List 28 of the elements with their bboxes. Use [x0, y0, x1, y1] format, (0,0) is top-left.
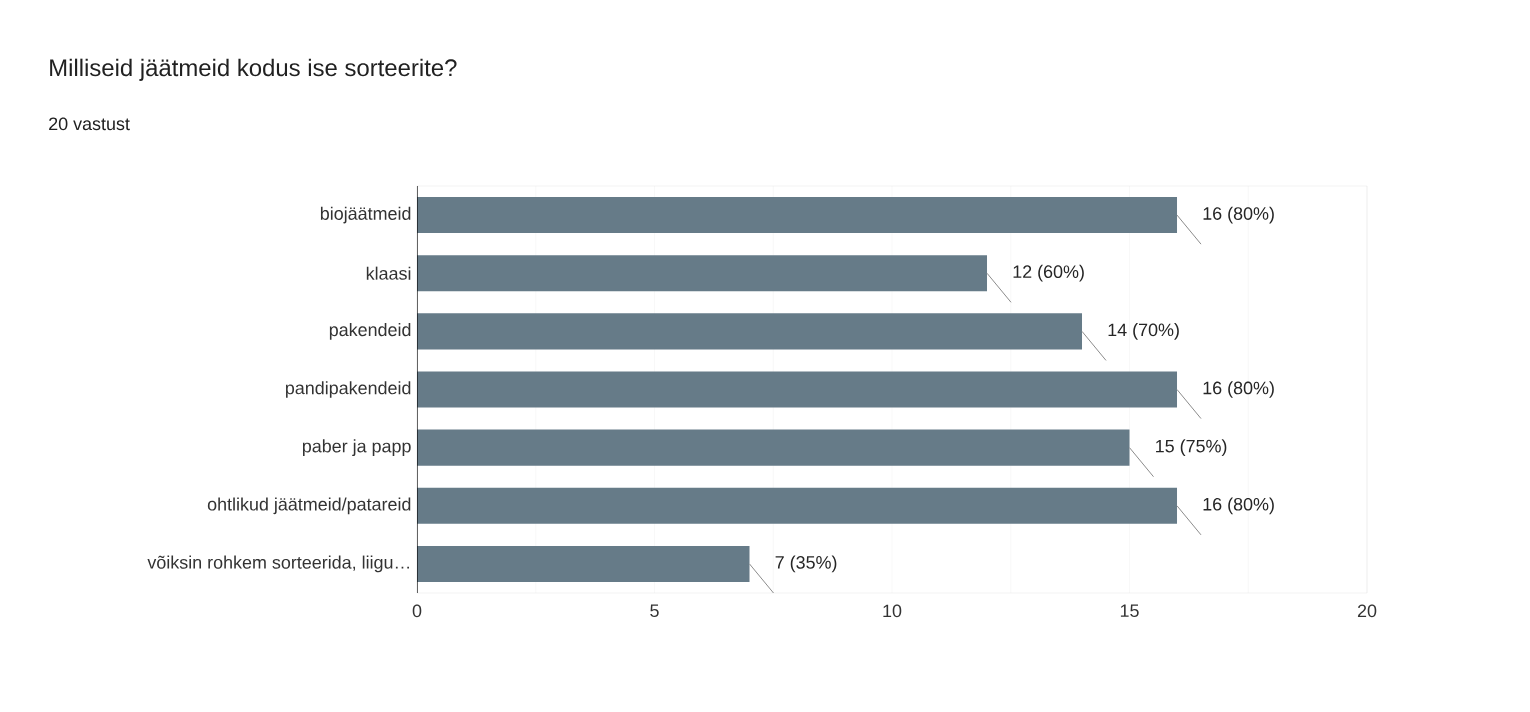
y-tick-label: klaasi: [366, 266, 411, 280]
data-label: 16 (80%): [1203, 497, 1274, 515]
bar: [417, 313, 1083, 350]
y-tick-label: paber ja papp: [302, 439, 411, 456]
x-tick-label: 10: [883, 604, 902, 618]
bar: [417, 487, 1178, 524]
y-tick-label: biojäätmeid: [320, 206, 411, 224]
bar: [417, 371, 1178, 408]
y-tick-label: pakendeid: [329, 323, 411, 340]
data-label: 16 (80%): [1203, 206, 1274, 224]
data-label: 16 (80%): [1203, 381, 1274, 398]
y-tick-label: ohtlikud jäätmeid/patareid: [207, 497, 411, 515]
bar: [417, 197, 1178, 234]
bar: [417, 255, 988, 292]
x-tick-label: 20: [1357, 604, 1377, 618]
x-tick-label: 15: [1120, 604, 1139, 618]
data-label: 15 (75%): [1156, 439, 1227, 457]
bar: [417, 545, 750, 582]
data-label: 7 (35%): [775, 555, 837, 573]
data-label: 12 (60%): [1013, 264, 1084, 282]
chart-title: Milliseid jäätmeid kodus ise sorteerite?: [50, 58, 457, 81]
y-tick-label: pandipakendeid: [285, 381, 411, 398]
x-tick-label: 0: [412, 604, 422, 618]
text: 20 vastust: [49, 117, 130, 131]
y-tick-label: võiksin rohkem sorteerida, liigu…: [147, 555, 409, 573]
bar: [417, 429, 1130, 466]
data-label: 14 (70%): [1108, 323, 1179, 340]
x-tick-label: 5: [650, 604, 659, 618]
